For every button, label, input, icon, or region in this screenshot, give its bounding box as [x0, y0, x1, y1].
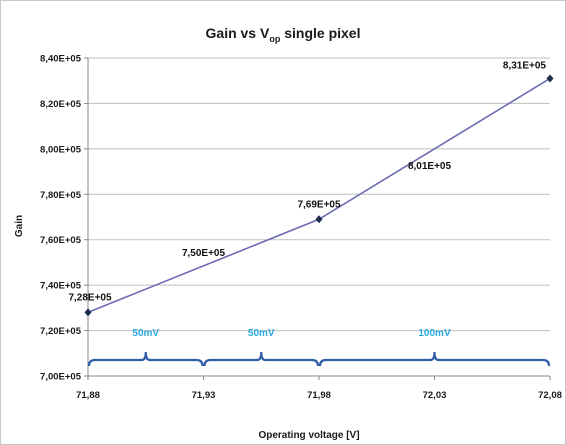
data-point [315, 215, 323, 224]
interval-bracket-label: 100mV [418, 328, 451, 339]
data-label: 8,01E+05 [408, 161, 452, 172]
y-axis-title: Gain [14, 215, 25, 237]
x-axis-title: Operating voltage [V] [258, 430, 359, 441]
interval-bracket [87, 351, 204, 367]
data-point [84, 308, 92, 317]
series-line [87, 77, 551, 314]
interval-bracket [203, 351, 320, 367]
interval-bracket-label: 50mV [132, 328, 159, 339]
y-tick-label: 8,00E+05 [40, 144, 82, 155]
y-tick-label: 8,40E+05 [40, 54, 82, 65]
interval-bracket-label: 50mV [248, 328, 275, 339]
x-tick-label: 72,03 [423, 390, 447, 401]
data-label: 7,28E+05 [68, 292, 112, 303]
chart-title-subscript: op [269, 34, 280, 44]
y-tick-label: 8,20E+05 [40, 99, 82, 110]
x-tick-label: 72,08 [538, 390, 562, 401]
y-tick-label: 7,20E+05 [40, 326, 82, 337]
data-label: 8,31E+05 [503, 60, 547, 71]
data-label: 7,50E+05 [182, 248, 226, 259]
chart-title: Gain vs Vop single pixel [206, 25, 361, 44]
y-tick-label: 7,60E+05 [40, 235, 82, 246]
y-tick-label: 7,80E+05 [40, 190, 82, 201]
y-tick-label: 7,00E+05 [40, 372, 82, 383]
data-point [546, 74, 554, 83]
y-tick-label: 7,40E+05 [40, 281, 82, 292]
x-tick-label: 71,98 [307, 390, 331, 401]
x-tick-label: 71,88 [76, 390, 100, 401]
interval-bracket [318, 351, 551, 367]
data-label: 7,69E+05 [297, 199, 341, 210]
chart-title-suffix: single pixel [280, 25, 360, 41]
x-tick-label: 71,93 [192, 390, 216, 401]
